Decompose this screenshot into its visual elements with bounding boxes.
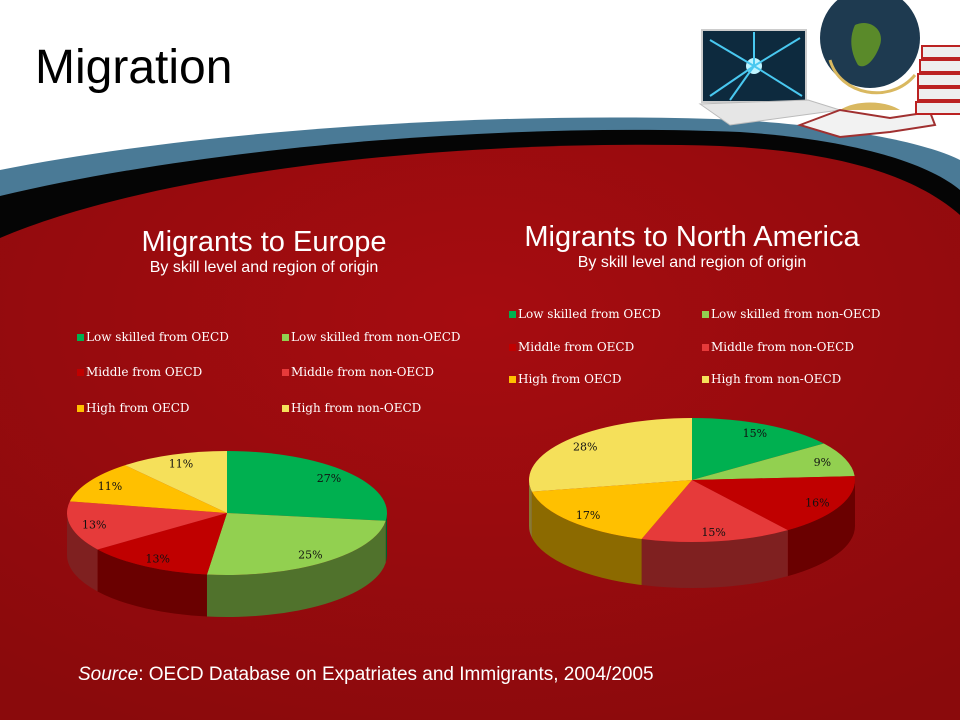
legend-item: High from OECD [509,372,622,386]
legend-item: Low skilled from non-OECD [702,307,881,321]
legend-label: High from non-OECD [711,372,842,386]
legend-item: Middle from OECD [509,340,634,354]
pie-slice [125,451,227,513]
pie-slice [692,443,855,480]
pie-slice-side [385,513,387,563]
chart-subtitle-text: By skill level and region of origin [577,254,807,271]
legend-swatch [509,343,516,351]
laptop-image [698,29,841,126]
legend-item: Low skilled from non-OECD [282,330,461,344]
pie-slice-label: 13% [146,552,170,565]
pie-slice-label: 17% [576,509,600,522]
pie-slice [67,501,227,550]
pie-slice-side [641,530,788,588]
chart-title-europe: Migrants to Europe By skill level and re… [104,226,424,278]
legend-swatch [282,404,289,412]
pie-slice-label: 27% [317,472,341,485]
legend-swatch [282,333,289,341]
legend-label: Low skilled from OECD [518,307,661,321]
legend-item: Middle from non-OECD [282,365,434,379]
legend-swatch [509,375,516,383]
pie-slice-label: 28% [573,440,597,453]
legend-swatch [282,368,289,376]
pie-slice-side [787,480,855,577]
pie-slice [529,418,692,492]
decorative-illustration [698,0,960,139]
pie-slice-label: 11% [169,457,193,470]
pie-slice [692,418,824,480]
legend-label: Low skilled from OECD [86,330,229,344]
legend-item: Low skilled from OECD [77,330,229,344]
pie-slice [206,513,386,575]
pie-slice-side [531,491,642,585]
chart-title-text: Migrants to North America [524,221,860,253]
legend-item: High from non-OECD [282,401,421,415]
pie-slice-label: 9% [814,456,831,469]
legend-label: Middle from non-OECD [711,340,854,354]
pie-slice-side [67,513,98,592]
legend-label: Low skilled from non-OECD [711,307,881,321]
legend-label: Middle from OECD [86,365,203,379]
legend-swatch [702,343,709,351]
legend-item: Low skilled from OECD [509,307,661,321]
legend-swatch [702,375,709,383]
pie-slice [97,513,227,575]
chart-title-north-america: Migrants to North America By skill level… [492,221,892,273]
pie-slice-label: 11% [98,480,122,493]
source-citation: Source: OECD Database on Expatriates and… [78,664,654,686]
book-stack-image [915,45,960,115]
legend-label: Middle from non-OECD [291,365,434,379]
globe-image [820,0,920,110]
source-text: : OECD Database on Expatriates and Immig… [138,664,654,685]
legend-swatch [702,310,709,318]
legend-swatch [77,333,84,341]
pie-slice-label: 25% [298,549,322,562]
pie-slice-label: 15% [743,427,767,440]
pie-slice [69,465,227,513]
legend-swatch [77,368,84,376]
legend-label: Middle from OECD [518,340,635,354]
chart-subtitle-text: By skill level and region of origin [149,259,379,276]
slide-title: Migration [35,41,233,94]
legend-label: High from OECD [86,401,190,415]
pie-slice [531,480,692,539]
legend-label: High from OECD [518,372,622,386]
pie-slice-label: 13% [82,518,106,531]
legend-item: High from non-OECD [702,372,841,386]
pie-slice [641,480,788,543]
pie-slice-label: 16% [805,496,829,509]
pie-slice-side [206,520,386,617]
chart-title-text: Migrants to Europe [141,226,387,258]
legend-item: High from OECD [77,401,190,415]
pie-slice-side [529,480,532,538]
pie-slice-label: 15% [701,526,725,539]
pie-slice [692,476,855,531]
legend-item: Middle from OECD [77,365,202,379]
pie-slice-side [97,549,207,617]
legend-label: Low skilled from non-OECD [291,330,461,344]
pie-slice [227,451,387,521]
legend-item: Middle from non-OECD [702,340,854,354]
source-label: Source [78,664,139,685]
open-book-image [796,108,937,139]
legend-label: High from non-OECD [291,401,422,415]
legend-swatch [77,404,84,412]
legend-swatch [509,310,516,318]
